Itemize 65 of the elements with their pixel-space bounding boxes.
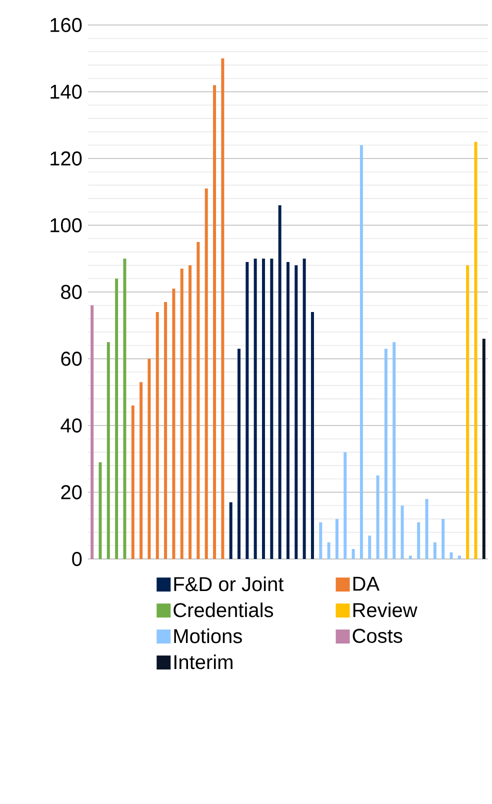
bar <box>246 262 249 559</box>
bar <box>204 188 208 559</box>
bar <box>433 542 436 559</box>
bar <box>188 265 192 559</box>
y-tick-label: 80 <box>61 284 82 300</box>
bar <box>164 302 168 559</box>
bar <box>400 506 404 559</box>
bar <box>482 338 486 559</box>
bar <box>442 518 445 559</box>
bar <box>115 278 118 559</box>
bar <box>294 265 298 559</box>
bar <box>302 258 306 559</box>
bar <box>392 342 396 559</box>
bar <box>229 502 232 559</box>
y-tick-label: 20 <box>61 485 82 500</box>
bar <box>327 542 330 559</box>
bar <box>384 348 388 559</box>
bar <box>425 498 428 559</box>
bar <box>360 145 363 559</box>
legend-label: Credentials <box>174 602 274 618</box>
bar <box>376 476 380 559</box>
bar <box>106 342 110 559</box>
bar <box>213 85 216 559</box>
bar <box>156 312 159 559</box>
bar <box>310 312 314 559</box>
bar <box>335 518 338 559</box>
y-tick-label: 100 <box>50 218 82 232</box>
bar <box>368 536 372 559</box>
legend-label: Review <box>353 602 418 618</box>
bar <box>172 288 176 559</box>
y-tick-label: 60 <box>61 352 82 366</box>
y-tick-label: 0 <box>72 552 82 566</box>
bar <box>221 58 224 559</box>
bar <box>286 262 290 559</box>
bar <box>196 242 200 559</box>
bar <box>408 556 412 559</box>
y-tick-label: 160 <box>50 18 82 32</box>
bar <box>131 405 134 559</box>
bar <box>270 258 274 559</box>
bar <box>254 258 257 559</box>
bar <box>123 258 126 559</box>
y-tick-label: 40 <box>60 418 82 433</box>
bar <box>474 142 478 559</box>
bar <box>98 462 102 559</box>
bar <box>180 268 184 559</box>
bar <box>90 305 94 559</box>
bar <box>278 205 282 559</box>
bar <box>262 258 265 559</box>
legend-label: DA <box>353 576 380 591</box>
legend-label: Interim <box>174 654 232 670</box>
bar <box>352 548 355 559</box>
legend-label: Costs <box>352 628 402 643</box>
bar <box>140 382 143 559</box>
y-tick-label: 120 <box>50 151 82 166</box>
bar <box>458 556 461 559</box>
bar <box>238 348 241 559</box>
legend-label: F&D or Joint <box>174 576 284 592</box>
bar <box>344 452 347 559</box>
y-tick-label: 140 <box>50 84 82 99</box>
bar <box>450 552 453 559</box>
bar <box>319 522 322 559</box>
bar <box>417 522 420 559</box>
legend-label: Motions <box>174 628 242 644</box>
bar <box>148 358 151 559</box>
bar <box>466 265 470 559</box>
